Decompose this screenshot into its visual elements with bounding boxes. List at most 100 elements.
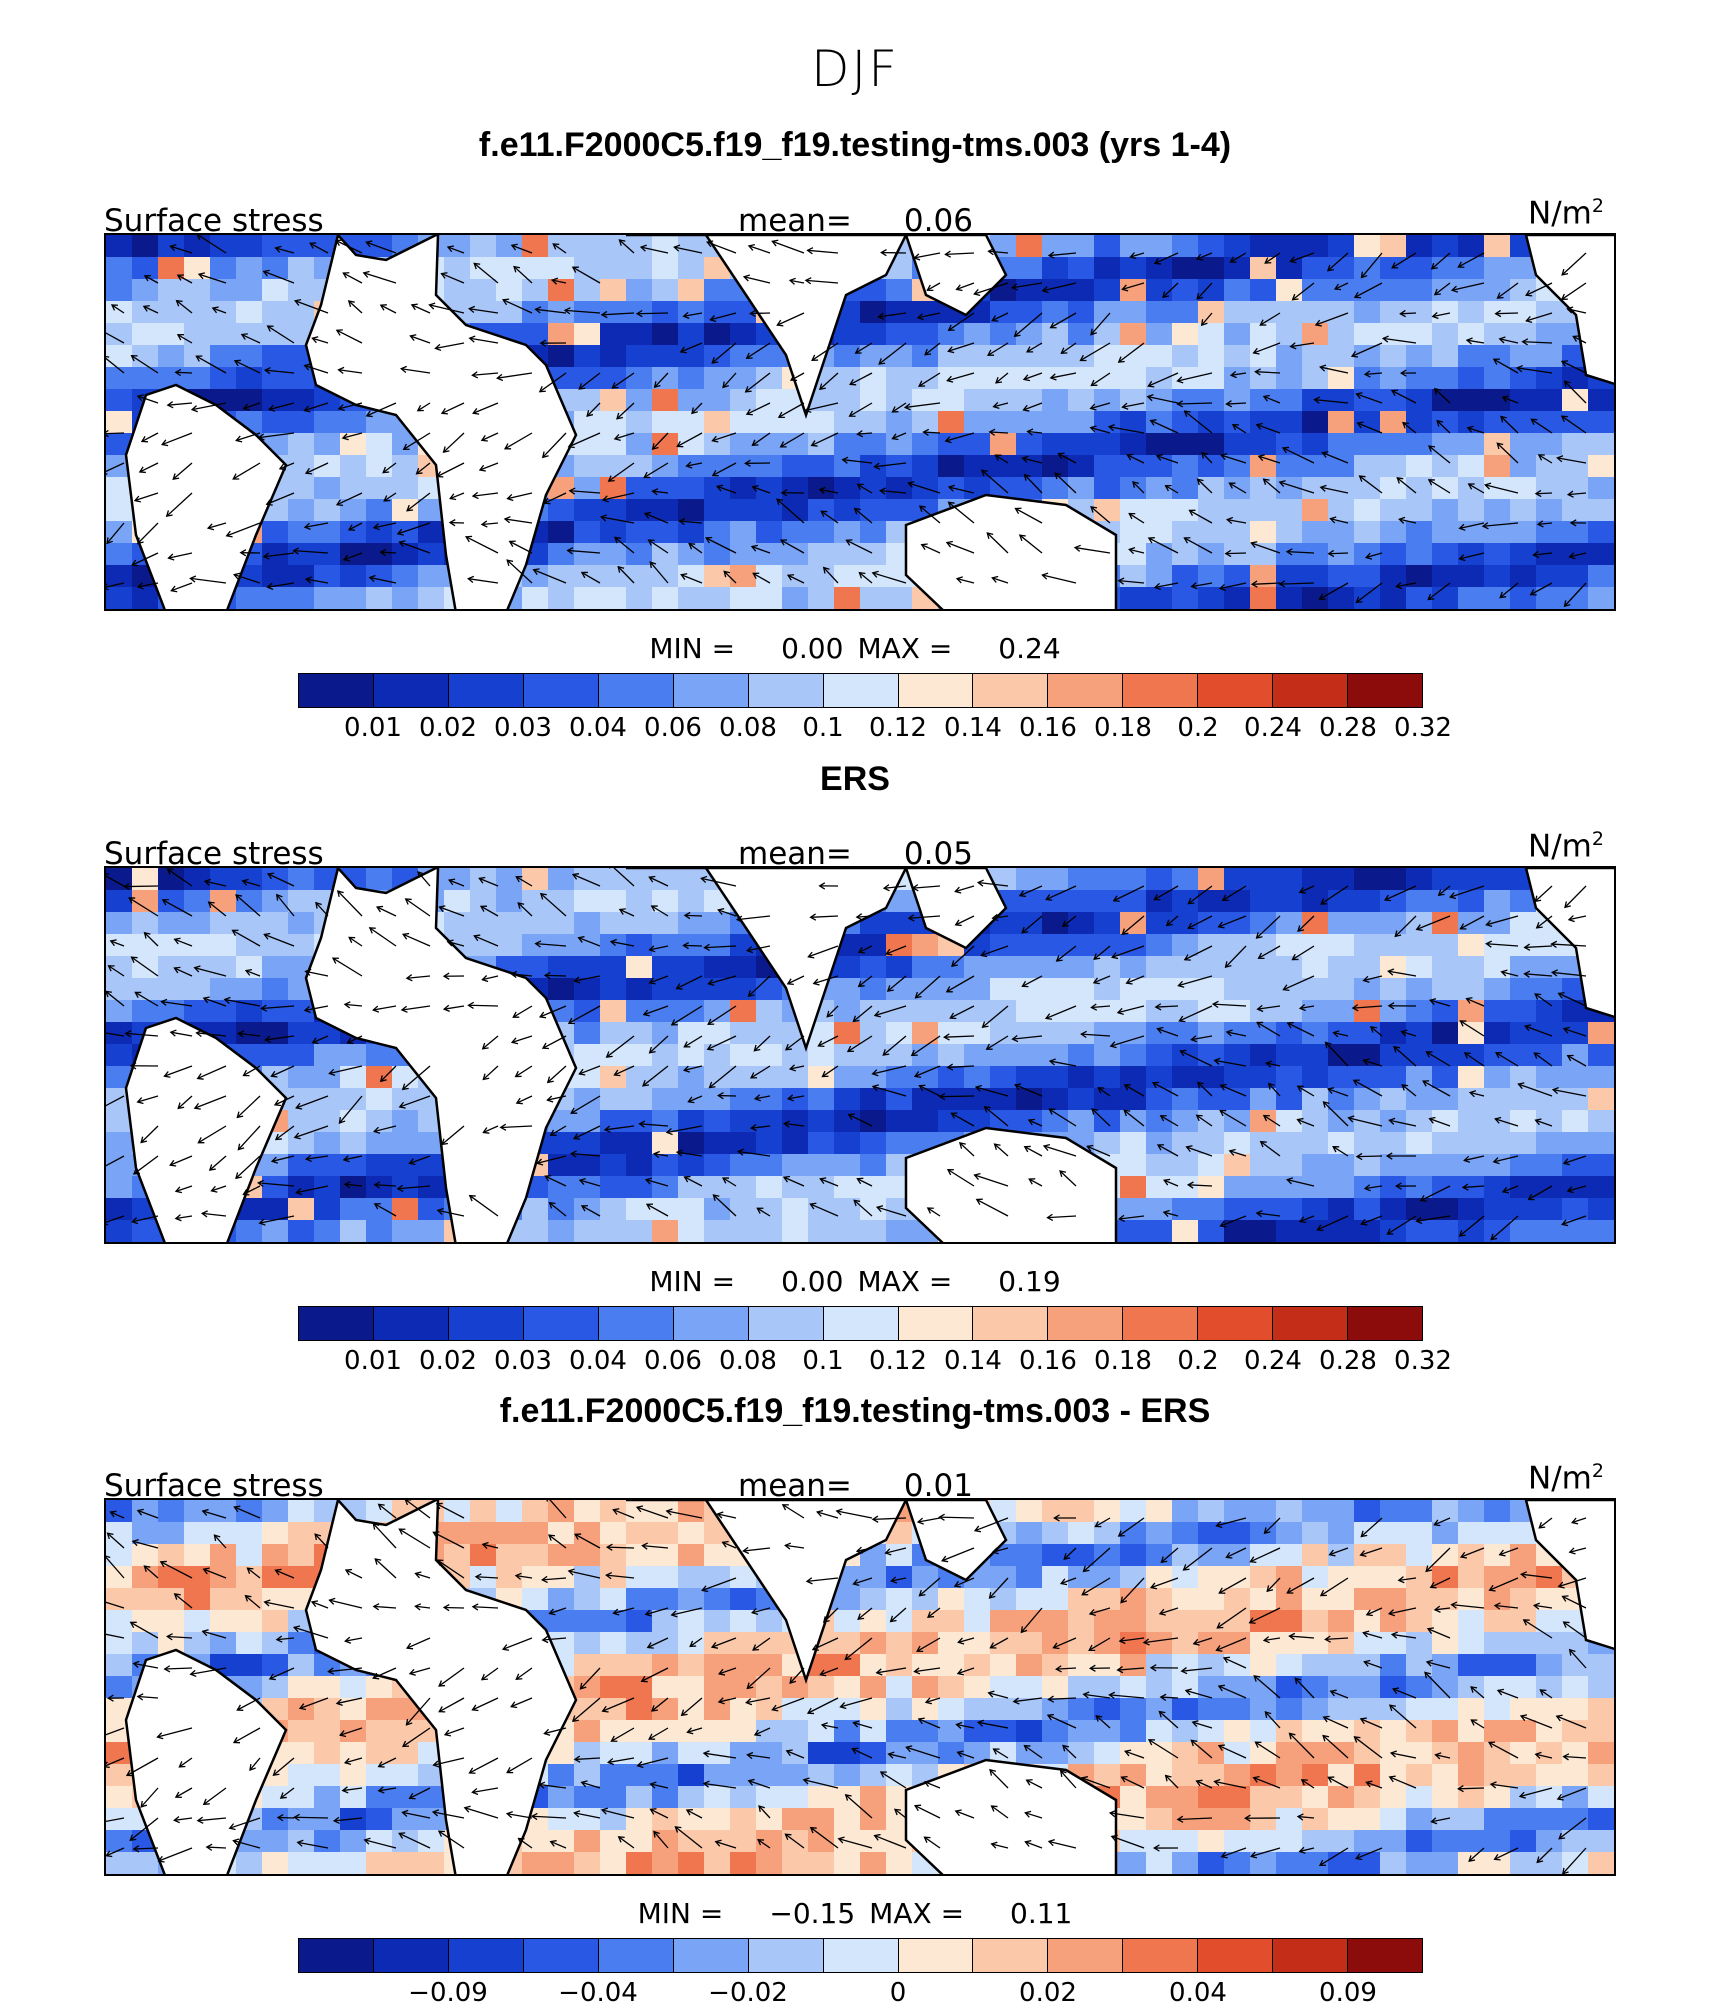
min-value: 0.00 bbox=[781, 1265, 844, 1298]
colorbar-swatch bbox=[448, 1939, 524, 1972]
panel-2-min-max: MIN = 0.00 MAX = 0.19 bbox=[0, 1265, 1710, 1298]
colorbar-swatch bbox=[299, 1939, 374, 1972]
figure-season-title: DJF bbox=[810, 40, 899, 98]
colorbar-tick-label: 0.14 bbox=[944, 713, 1002, 743]
colorbar-tick-label: 0.2 bbox=[1177, 713, 1219, 743]
land-mass bbox=[626, 868, 908, 1052]
panel-2-colorbar bbox=[298, 1306, 1423, 1341]
colorbar-tick-label: 0.08 bbox=[719, 1346, 777, 1376]
colorbar-tick-label: 0.01 bbox=[344, 713, 402, 743]
panel-1-colorbar bbox=[298, 673, 1423, 708]
colorbar-tick-label: −0.02 bbox=[708, 1978, 788, 2008]
panel-2-map bbox=[104, 866, 1616, 1244]
colorbar-tick-label: 0 bbox=[889, 1978, 907, 2008]
colorbar-tick-label: 0.02 bbox=[419, 1346, 477, 1376]
panel-2-units: N/m2 bbox=[1528, 828, 1604, 864]
colorbar-tick-label: 0.32 bbox=[1394, 1346, 1452, 1376]
colorbar-tick-label: 0.32 bbox=[1394, 713, 1452, 743]
colorbar-tick-label: 0.24 bbox=[1244, 713, 1302, 743]
colorbar-swatch bbox=[1048, 1939, 1124, 1972]
colorbar-tick-label: 0.14 bbox=[944, 1346, 1002, 1376]
land-mass bbox=[1524, 1500, 1614, 1651]
colorbar-tick-label: 0.1 bbox=[802, 1346, 844, 1376]
colorbar-tick-label: 0.04 bbox=[1169, 1978, 1227, 2008]
colorbar-swatch bbox=[373, 1939, 449, 1972]
colorbar-swatch bbox=[898, 1307, 974, 1340]
min-label: MIN = bbox=[649, 1265, 736, 1298]
colorbar-swatch bbox=[299, 674, 374, 707]
colorbar-swatch bbox=[1348, 674, 1423, 707]
panel-3-colorbar bbox=[298, 1938, 1423, 1973]
colorbar-swatch bbox=[973, 1307, 1049, 1340]
panel-3-map bbox=[104, 1498, 1616, 1876]
colorbar-swatch bbox=[598, 1939, 674, 1972]
panel-1-title: f.e11.F2000C5.f19_f19.testing-tms.003 (y… bbox=[478, 126, 1232, 164]
colorbar-swatch bbox=[1348, 1307, 1423, 1340]
colorbar-swatch bbox=[748, 1939, 824, 1972]
colorbar-tick-label: 0.08 bbox=[719, 713, 777, 743]
colorbar-tick-label: 0.28 bbox=[1319, 713, 1377, 743]
map-field bbox=[106, 1500, 1614, 1874]
panel-1-min-max: MIN = 0.00 MAX = 0.24 bbox=[0, 632, 1710, 665]
colorbar-tick-label: 0.06 bbox=[644, 1346, 702, 1376]
max-label: MAX = bbox=[869, 1897, 965, 1930]
colorbar-tick-label: −0.09 bbox=[408, 1978, 488, 2008]
min-value: 0.00 bbox=[781, 632, 844, 665]
min-value: −0.15 bbox=[769, 1897, 856, 1930]
colorbar-tick-label: 0.01 bbox=[344, 1346, 402, 1376]
colorbar-tick-label: 0.12 bbox=[869, 713, 927, 743]
colorbar-tick-label: 0.16 bbox=[1019, 713, 1077, 743]
colorbar-swatch bbox=[673, 1939, 749, 1972]
max-label: MAX = bbox=[857, 1265, 953, 1298]
land-mass bbox=[1524, 235, 1614, 386]
colorbar-swatch bbox=[1198, 1939, 1274, 1972]
colorbar-swatch bbox=[898, 674, 974, 707]
colorbar-swatch bbox=[299, 1307, 374, 1340]
land-mass bbox=[904, 1126, 1118, 1242]
colorbar-tick-label: 0.1 bbox=[802, 713, 844, 743]
colorbar-swatch bbox=[898, 1939, 974, 1972]
colorbar-swatch bbox=[823, 1307, 899, 1340]
max-value: 0.19 bbox=[998, 1265, 1061, 1298]
colorbar-tick-label: 0.03 bbox=[494, 713, 552, 743]
min-label: MIN = bbox=[649, 632, 736, 665]
panel-3-title: f.e11.F2000C5.f19_f19.testing-tms.003 - … bbox=[499, 1392, 1211, 1430]
colorbar-swatch bbox=[598, 1307, 674, 1340]
colorbar-tick-label: −0.04 bbox=[558, 1978, 638, 2008]
panel-1-map bbox=[104, 233, 1616, 611]
panel-2-title: ERS bbox=[820, 760, 890, 798]
colorbar-tick-label: 0.04 bbox=[569, 713, 627, 743]
colorbar-swatch bbox=[523, 1307, 599, 1340]
colorbar-swatch bbox=[1048, 674, 1124, 707]
land-mass bbox=[904, 868, 1008, 950]
max-value: 0.11 bbox=[1010, 1897, 1073, 1930]
colorbar-tick-label: 0.18 bbox=[1094, 1346, 1152, 1376]
colorbar-tick-label: 0.24 bbox=[1244, 1346, 1302, 1376]
colorbar-swatch bbox=[1273, 674, 1349, 707]
colorbar-tick-label: 0.06 bbox=[644, 713, 702, 743]
units-superscript: 2 bbox=[1591, 195, 1604, 217]
colorbar-tick-label: 0.16 bbox=[1019, 1346, 1077, 1376]
colorbar-swatch bbox=[448, 1307, 524, 1340]
colorbar-swatch bbox=[1123, 1939, 1199, 1972]
colorbar-tick-label: 0.28 bbox=[1319, 1346, 1377, 1376]
land-mass bbox=[1524, 868, 1614, 1019]
colorbar-swatch bbox=[748, 1307, 824, 1340]
units-superscript: 2 bbox=[1591, 1460, 1604, 1482]
colorbar-tick-label: 0.2 bbox=[1177, 1346, 1219, 1376]
land-mass bbox=[304, 1500, 578, 1874]
min-label: MIN = bbox=[637, 1897, 724, 1930]
colorbar-tick-label: 0.09 bbox=[1319, 1978, 1377, 2008]
colorbar-tick-label: 0.18 bbox=[1094, 713, 1152, 743]
panel-3-units: N/m2 bbox=[1528, 1460, 1604, 1496]
colorbar-swatch bbox=[523, 674, 599, 707]
colorbar-swatch bbox=[523, 1939, 599, 1972]
colorbar-swatch bbox=[373, 674, 449, 707]
colorbar-swatch bbox=[1198, 674, 1274, 707]
map-field bbox=[106, 235, 1614, 609]
colorbar-swatch bbox=[673, 1307, 749, 1340]
colorbar-swatch bbox=[973, 674, 1049, 707]
colorbar-tick-label: 0.12 bbox=[869, 1346, 927, 1376]
map-field bbox=[106, 868, 1614, 1242]
units-text: N/m bbox=[1528, 828, 1592, 865]
